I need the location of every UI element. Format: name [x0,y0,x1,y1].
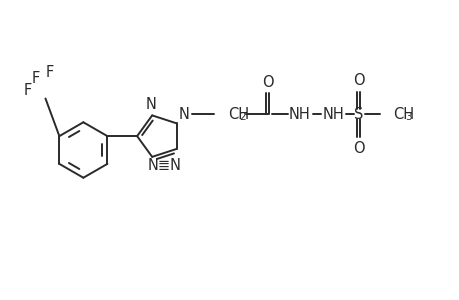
Text: O: O [352,73,364,88]
Text: O: O [261,75,273,90]
Text: 2: 2 [239,112,246,122]
Text: NH: NH [321,107,343,122]
Text: S: S [353,107,363,122]
Text: N≣N: N≣N [147,158,181,173]
Text: N: N [179,107,190,122]
Text: O: O [352,141,364,156]
Text: F: F [23,83,32,98]
Text: F: F [31,71,39,86]
Text: F: F [45,65,53,80]
Text: N: N [146,97,156,112]
Text: CH: CH [392,107,414,122]
Text: CH: CH [228,107,249,122]
Text: 3: 3 [404,112,411,122]
Text: NH: NH [288,107,310,122]
